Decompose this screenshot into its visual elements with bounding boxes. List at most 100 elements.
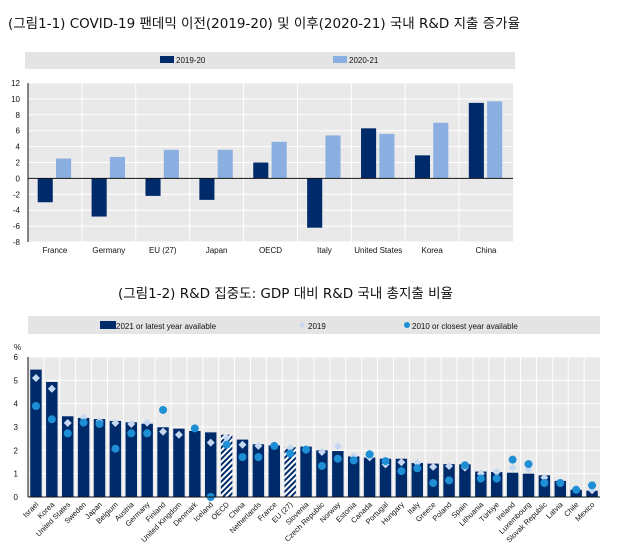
- bar-latest: [46, 381, 58, 497]
- legend-swatch-latest: [100, 321, 116, 329]
- y-tick-label: 5: [14, 376, 19, 385]
- x-tick-label: OECD: [209, 500, 231, 522]
- legend-swatch-2019-20: [160, 56, 174, 63]
- bar-2019-20: [91, 178, 107, 217]
- bar-2020-21: [109, 156, 125, 179]
- y-tick-label: -8: [13, 238, 21, 247]
- bar-latest: [522, 473, 535, 497]
- y-tick-label: 4: [14, 400, 19, 409]
- marker-2010: [413, 464, 422, 473]
- y-tick-label: 2: [16, 159, 21, 168]
- marker-2010: [540, 479, 549, 487]
- y-tick-label: 0: [16, 174, 21, 183]
- bar-latest: [252, 444, 265, 497]
- marker-2010: [460, 461, 469, 470]
- marker-2019: [143, 418, 152, 427]
- y-tick-label: -6: [13, 222, 21, 231]
- marker-2019: [333, 442, 342, 451]
- bar-latest: [379, 458, 392, 497]
- marker-2010: [254, 453, 263, 462]
- legend-label: 2019-20: [176, 56, 206, 65]
- x-tick-label: Korea: [421, 246, 443, 255]
- marker-2010: [588, 481, 597, 490]
- bar-latest: [220, 434, 233, 497]
- marker-2019: [206, 438, 215, 447]
- marker-2019: [508, 463, 517, 472]
- y-tick-label: 3: [14, 423, 19, 432]
- chart1-title: (그림1-1) COVID-19 팬데믹 이전(2019-20) 및 이후(20…: [8, 16, 521, 32]
- x-tick-label: Italy: [317, 246, 332, 255]
- marker-2010: [349, 456, 358, 465]
- marker-2019: [429, 462, 438, 471]
- marker-2019: [31, 374, 40, 382]
- marker-2010: [445, 476, 454, 485]
- marker-2010: [143, 429, 152, 438]
- bar-2020-21: [56, 158, 72, 179]
- bar-2019-20: [145, 178, 161, 196]
- marker-2010: [476, 474, 485, 483]
- marker-2010: [270, 441, 279, 450]
- bar-latest: [348, 456, 360, 497]
- y-tick-label: -4: [13, 206, 21, 215]
- marker-2010: [111, 444, 120, 453]
- marker-2019: [222, 433, 231, 442]
- y-tick-label: -2: [13, 190, 21, 199]
- bar-latest: [332, 451, 344, 497]
- bar-latest: [459, 464, 471, 497]
- y-tick-label: 12: [11, 79, 20, 88]
- bar-latest: [411, 462, 423, 497]
- bar-latest: [125, 422, 137, 497]
- legend-marker-2019: [299, 322, 305, 328]
- x-tick-label: EU (27): [149, 246, 177, 255]
- marker-2010: [95, 419, 104, 428]
- bar-2020-21: [325, 135, 341, 179]
- bar-2020-21: [271, 141, 287, 179]
- bar-latest: [141, 423, 153, 497]
- bar-2019-20: [253, 162, 269, 179]
- marker-2019: [317, 447, 326, 456]
- bar-latest: [395, 458, 408, 497]
- bar-latest: [506, 472, 519, 497]
- bar-latest: [30, 369, 42, 497]
- marker-2010: [572, 485, 581, 494]
- y-tick-label: 6: [14, 353, 19, 362]
- bar-latest: [363, 457, 376, 497]
- bar-latest: [157, 427, 169, 497]
- bar-latest: [173, 428, 185, 497]
- bar-2019-20: [37, 178, 53, 203]
- marker-2019: [238, 440, 247, 449]
- marker-2010: [159, 405, 168, 414]
- marker-2010: [31, 402, 40, 410]
- x-tick-label: OECD: [259, 246, 282, 255]
- marker-2010: [492, 474, 501, 483]
- marker-2010: [365, 450, 374, 459]
- bar-2020-21: [163, 149, 179, 179]
- marker-2010: [317, 461, 326, 470]
- legend-marker-2010: [404, 322, 410, 328]
- marker-2010: [127, 429, 136, 438]
- bar-latest: [554, 480, 566, 497]
- marker-2019: [492, 468, 501, 477]
- marker-2010: [333, 454, 342, 463]
- marker-2010: [429, 479, 438, 487]
- marker-2010: [508, 455, 517, 464]
- marker-2010: [524, 460, 533, 469]
- marker-2019: [127, 419, 136, 428]
- x-tick-label: Japan: [206, 246, 228, 255]
- bar-2019-20: [199, 178, 215, 200]
- marker-2010: [381, 457, 390, 466]
- marker-2010: [397, 467, 406, 476]
- y-tick-label: 4: [16, 143, 21, 152]
- bar-latest: [205, 432, 217, 497]
- x-tick-label: Latvia: [544, 499, 565, 520]
- bar-latest: [77, 417, 90, 497]
- bar-2019-20: [414, 155, 431, 179]
- y-tick-label: 10: [11, 95, 20, 104]
- marker-2010: [302, 445, 311, 454]
- marker-2010: [63, 429, 72, 438]
- bar-latest: [62, 416, 74, 497]
- bar-latest: [316, 450, 328, 497]
- marker-2010: [222, 440, 231, 449]
- marker-2019: [397, 458, 406, 467]
